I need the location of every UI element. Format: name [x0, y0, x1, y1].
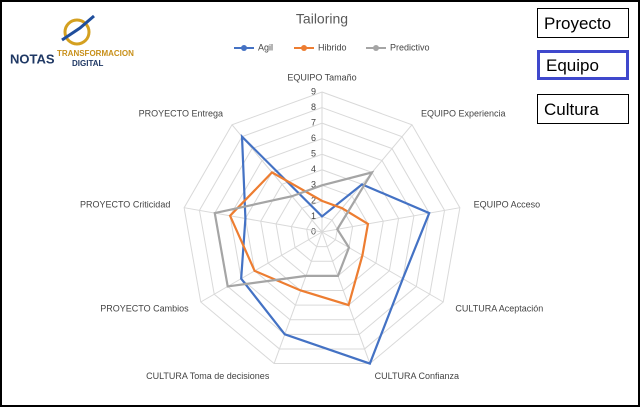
axis-label: CULTURA Confianza — [375, 371, 459, 381]
grid-ring — [198, 107, 446, 350]
filter-button[interactable]: Equipo — [537, 50, 629, 80]
filter-button[interactable]: Proyecto — [537, 8, 629, 38]
tick-label: 1 — [311, 211, 316, 221]
grid-ring — [306, 215, 338, 248]
series-line — [213, 170, 375, 288]
legend-marker — [301, 45, 307, 51]
legend-label: Predictivo — [390, 42, 430, 52]
legend-label: Agil — [258, 42, 273, 52]
grid-ring — [260, 169, 384, 291]
axis-label: EQUIPO Acceso — [474, 200, 541, 210]
logo-brand: NOTAS — [10, 51, 55, 66]
grid-ring — [183, 91, 461, 365]
tick-label: 5 — [311, 149, 316, 159]
spoke — [321, 231, 444, 303]
spoke — [321, 207, 460, 233]
spoke — [184, 207, 323, 233]
tick-label: 0 — [311, 226, 316, 236]
grid-ring — [229, 138, 415, 321]
tick-label: 4 — [311, 164, 316, 174]
axis-label: EQUIPO Tamaño — [287, 72, 356, 82]
axis-label: CULTURA Aceptación — [455, 303, 543, 313]
spoke — [200, 231, 323, 303]
logo: NOTAS TRANSFORMACION DIGITAL — [10, 14, 134, 68]
legend-label: Hibrido — [318, 42, 347, 52]
tick-label: 6 — [311, 133, 316, 143]
tick-label: 3 — [311, 180, 316, 190]
logo-line2: DIGITAL — [72, 59, 104, 68]
grid-ring — [214, 122, 430, 335]
filter-button[interactable]: Cultura — [537, 94, 629, 124]
legend-marker — [373, 45, 379, 51]
axis-label: PROYECTO Cambios — [100, 303, 189, 313]
tick-label: 7 — [311, 117, 316, 127]
logo-arrow — [61, 14, 95, 42]
axis-label: CULTURA Toma de decisiones — [146, 371, 270, 381]
logo-icon — [63, 18, 91, 46]
logo-line1: TRANSFORMACION — [57, 49, 134, 58]
series-line — [228, 171, 370, 307]
tick-label: 2 — [311, 195, 316, 205]
axis-label: EQUIPO Experiencia — [421, 108, 506, 118]
spoke — [321, 124, 413, 233]
spoke — [321, 231, 371, 364]
tick-label: 9 — [311, 86, 316, 96]
grid-ring — [290, 200, 354, 262]
spoke — [273, 231, 323, 364]
series-line — [240, 133, 431, 365]
axis-label: PROYECTO Criticidad — [80, 200, 170, 210]
axis-label: PROYECTO Entrega — [139, 108, 223, 118]
chart-title: Tailoring — [296, 11, 348, 27]
tick-label: 8 — [311, 102, 316, 112]
legend-marker — [241, 45, 247, 51]
